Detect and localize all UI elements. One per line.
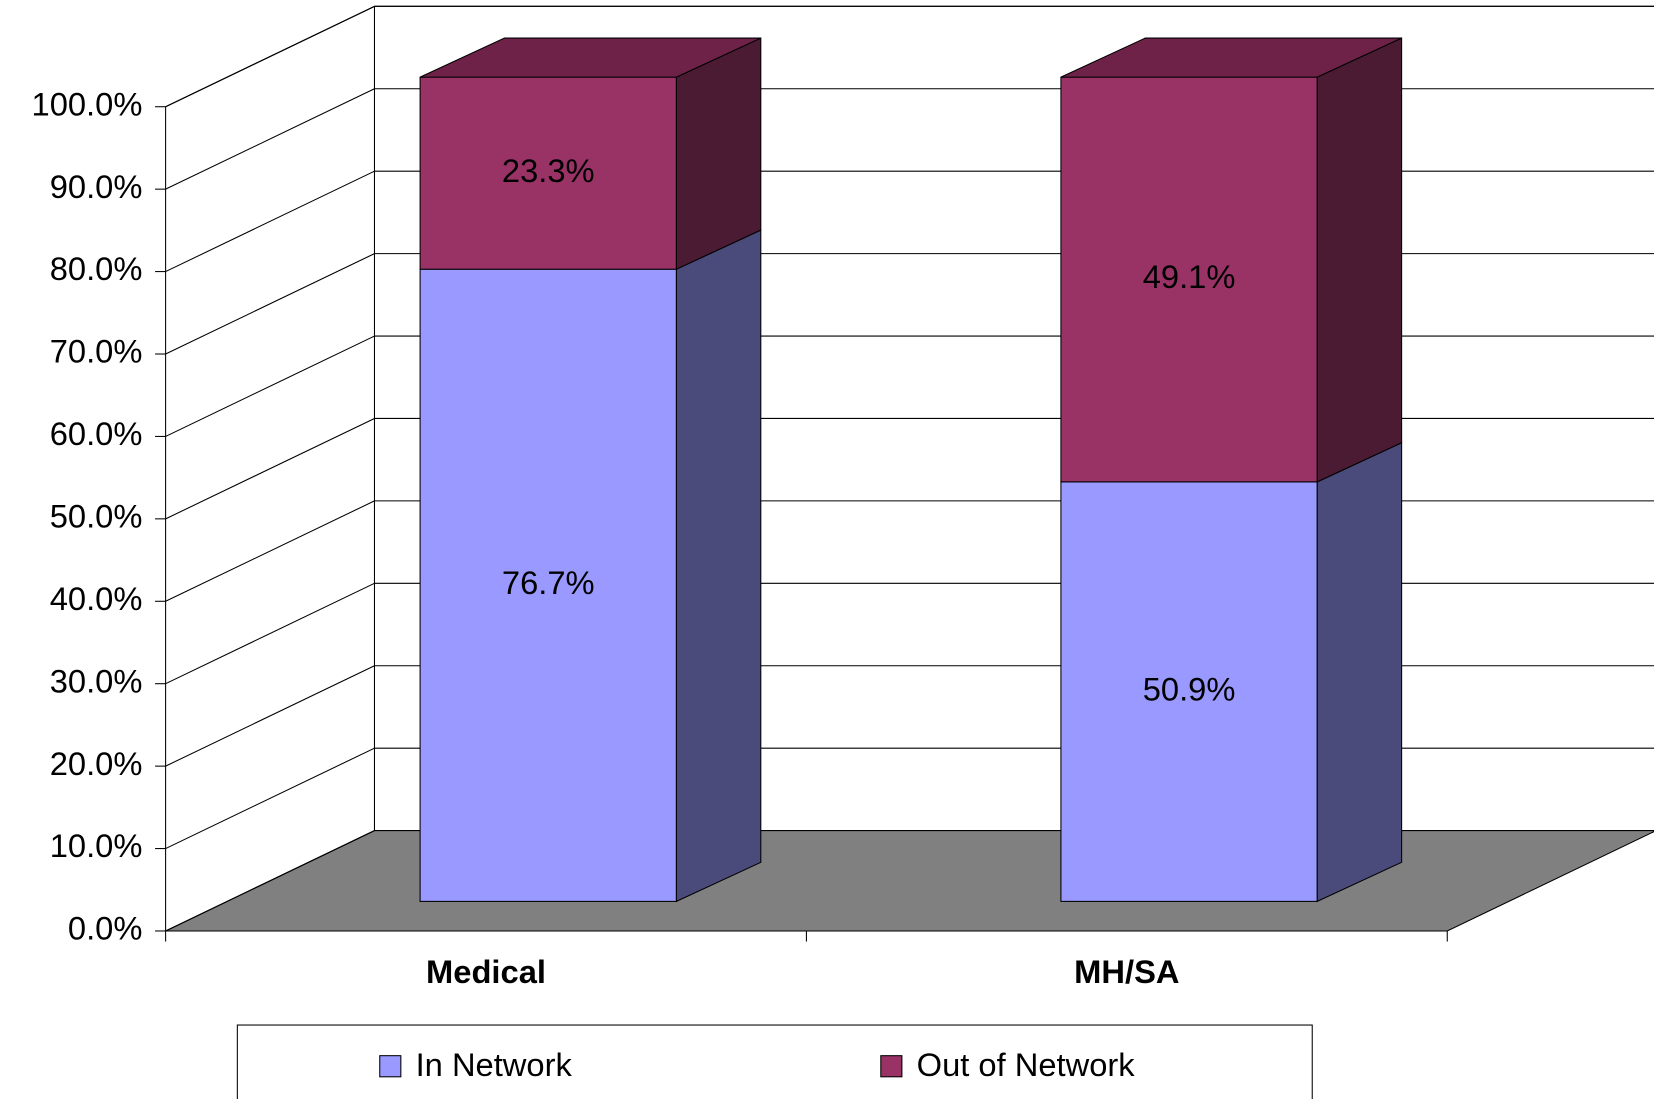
grid-line — [165, 747, 375, 850]
y-tick-label: 30.0% — [50, 662, 143, 699]
y-tick-label: 10.0% — [50, 827, 143, 864]
y-tick-label: 40.0% — [50, 580, 143, 617]
value-label: 50.9% — [1143, 670, 1236, 707]
value-label: 49.1% — [1143, 258, 1236, 295]
bar-side — [675, 37, 762, 271]
grid-line — [165, 5, 375, 108]
grid-line — [165, 253, 375, 355]
y-tick-label: 20.0% — [50, 745, 143, 782]
bar-side — [675, 229, 762, 903]
grid-line — [165, 582, 375, 685]
grid-line — [165, 170, 375, 273]
value-label: 23.3% — [502, 152, 595, 189]
grid-line — [165, 665, 375, 767]
y-tick-label: 90.0% — [50, 168, 143, 205]
bar-side — [1316, 441, 1403, 903]
legend-label: In Network — [416, 1046, 573, 1083]
bar — [419, 76, 677, 270]
x-tick-label: Medical — [426, 953, 546, 990]
y-tick-label: 80.0% — [50, 250, 143, 287]
y-tick-label: 50.0% — [50, 497, 143, 534]
grid-line — [165, 88, 375, 190]
y-tick-label: 70.0% — [50, 333, 143, 370]
legend-swatch — [379, 1055, 402, 1078]
legend-swatch — [880, 1055, 903, 1078]
legend-label: Out of Network — [917, 1046, 1136, 1083]
bar-top — [419, 37, 762, 78]
bar-top — [1060, 37, 1402, 78]
bar — [1060, 481, 1318, 902]
y-tick-label: 100.0% — [32, 85, 143, 122]
bar — [1060, 76, 1318, 483]
x-tick-label: MH/SA — [1074, 953, 1179, 990]
y-tick-label: 0.0% — [68, 910, 143, 947]
legend-box — [236, 1024, 1313, 1099]
grid-line — [165, 500, 375, 602]
value-label: 76.7% — [502, 564, 595, 601]
grid-line — [165, 830, 375, 932]
floor — [165, 830, 1654, 932]
grid-line — [165, 335, 375, 437]
grid-line — [165, 417, 375, 520]
y-tick-label: 60.0% — [50, 415, 143, 452]
bar-side — [1316, 37, 1403, 483]
